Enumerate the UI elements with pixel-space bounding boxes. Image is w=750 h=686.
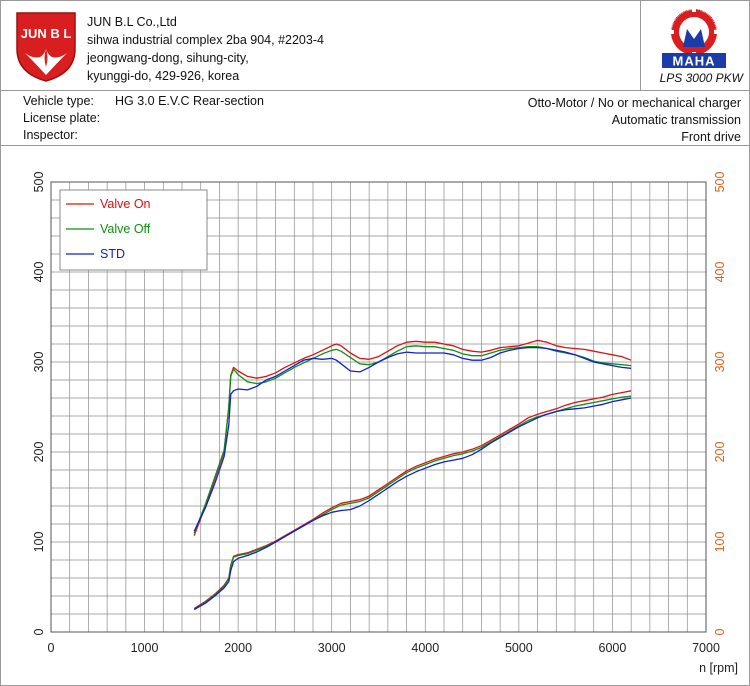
y-tick-label-right: 300	[713, 352, 727, 373]
transmission-type: Automatic transmission	[611, 113, 741, 127]
license-plate-label: License plate:	[23, 111, 101, 125]
maha-model-caption: LPS 3000 PKW	[659, 71, 743, 85]
x-tick-label: 3000	[318, 641, 346, 655]
y-tick-label-left: 100	[32, 532, 46, 553]
plot-frame	[50, 181, 707, 633]
maha-gear-logo: Maschinenbau Haldenwang MAHA	[662, 7, 726, 69]
maha-logo-text: MAHA	[673, 54, 716, 69]
report-header: JUN B L JUN B.L Co.,Ltd sihwa industrial…	[1, 1, 749, 91]
series-line-std	[193, 397, 632, 611]
x-tick-label: 2000	[224, 641, 252, 655]
legend-label: STD	[100, 247, 125, 261]
y-tick-label-left: 200	[32, 442, 46, 463]
company-info: JUN B.L Co.,Ltd sihwa industrial complex…	[87, 13, 324, 85]
series-line-valve-on	[193, 339, 632, 536]
inspector-label: Inspector:	[23, 128, 78, 142]
x-tick-label: 7000	[692, 641, 720, 655]
y-tick-label-left: 400	[32, 262, 46, 283]
address-line: sihwa industrial complex 2ba 904, #2203-…	[87, 33, 324, 47]
y-tick-label-left: 500	[32, 172, 46, 193]
maha-logo-box: Maschinenbau Haldenwang MAHA LPS 3000 PK…	[640, 1, 750, 90]
company-name: JUN B.L Co.,Ltd	[87, 15, 177, 29]
series-line-valve-on	[193, 390, 632, 610]
vehicle-type-value: HG 3.0 E.V.C Rear-section	[115, 94, 264, 108]
vehicle-info: Vehicle type: HG 3.0 E.V.C Rear-section …	[1, 91, 749, 146]
x-tick-label: 5000	[505, 641, 533, 655]
x-tick-label: 6000	[599, 641, 627, 655]
legend-label: Valve Off	[100, 222, 151, 236]
address-line: kyunggi-do, 429-926, korea	[87, 69, 240, 83]
series-line-valve-off	[193, 395, 632, 611]
x-tick-label: 0	[48, 641, 55, 655]
legend: Valve On Valve Off STD	[59, 189, 208, 271]
jun-bl-shield-logo: JUN B L	[16, 12, 76, 82]
address-line: jeongwang-dong, sihung-city,	[87, 51, 249, 65]
y-tick-label-left: 0	[32, 628, 46, 635]
series-line-std	[193, 346, 632, 532]
legend-box	[59, 189, 208, 271]
y-tick-label-left: 300	[32, 352, 46, 373]
x-tick-label: 4000	[411, 641, 439, 655]
y-tick-label-right: 500	[713, 172, 727, 193]
legend-label: Valve On	[100, 197, 151, 211]
y-tick-label-right: 100	[713, 532, 727, 553]
series-line-valve-off	[193, 345, 632, 534]
y-tick-label-right: 400	[713, 262, 727, 283]
chart-series	[193, 339, 632, 611]
vehicle-type-label: Vehicle type:	[23, 94, 94, 108]
y-tick-label-right: 0	[713, 628, 727, 635]
x-tick-label: 1000	[131, 641, 159, 655]
engine-type: Otto-Motor / No or mechanical charger	[527, 96, 741, 110]
y-tick-label-right: 200	[713, 442, 727, 463]
logo-text: JUN B L	[21, 26, 72, 41]
drive-type: Front drive	[681, 130, 741, 144]
x-axis-label: n [rpm]	[699, 661, 738, 675]
